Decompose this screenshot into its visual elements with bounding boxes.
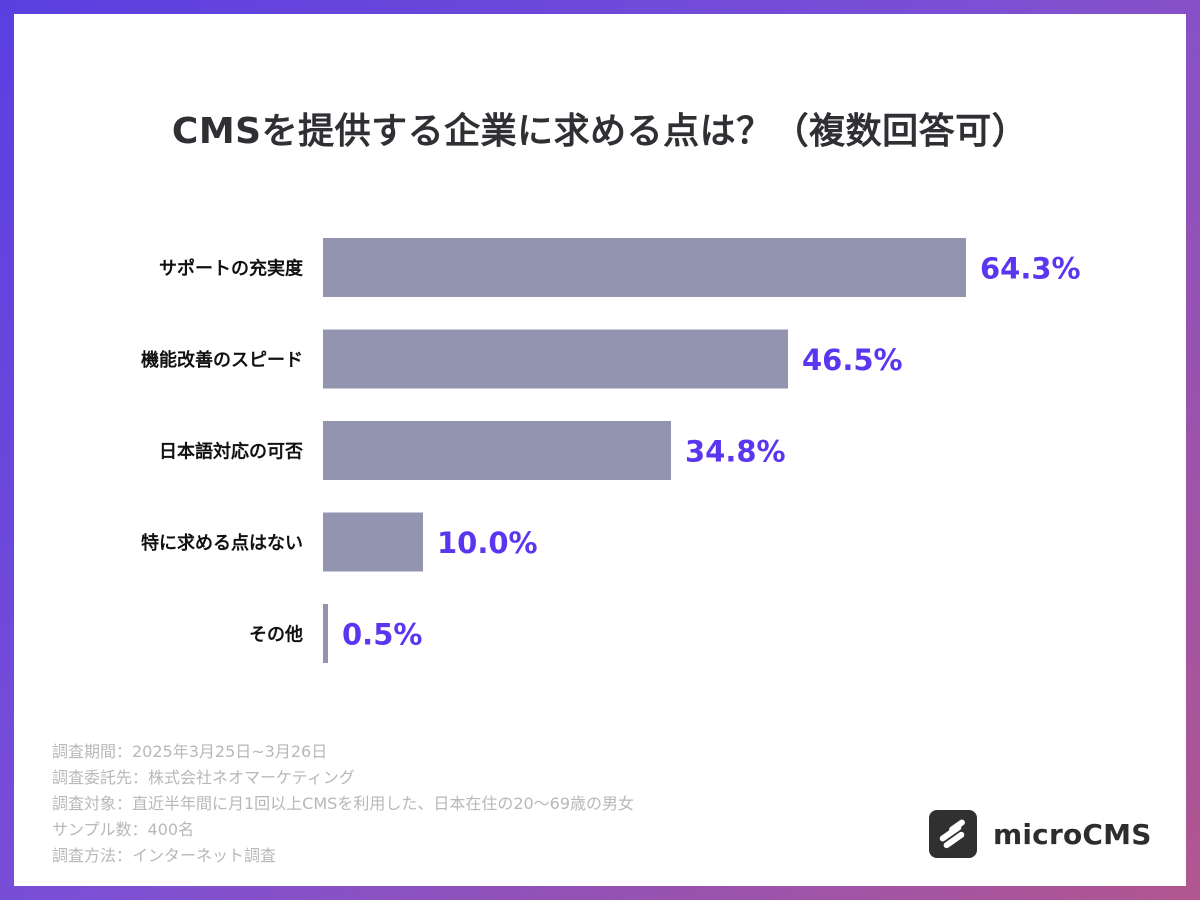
bar-4: [323, 604, 328, 663]
sample-size-note: サンプル数：400名: [52, 820, 195, 839]
survey-method-note: 調査方法：インターネット調査: [52, 846, 277, 865]
microcms-logo: microCMS: [929, 809, 1152, 859]
bar-0: [323, 238, 966, 297]
microcms-logo-icon: [929, 810, 977, 858]
microcms-mark-icon: [939, 819, 965, 849]
category-label-2: 日本語対応の可否: [159, 441, 303, 463]
bar-2: [323, 421, 671, 480]
chart-card: CMSを提供する企業に求める点は？（複数回答可） サポートの充実度 64.3% 機能…: [14, 14, 1186, 886]
category-label-1: 機能改善のスピード: [141, 349, 303, 371]
value-label-2: 34.8%: [685, 435, 786, 469]
category-label-3: 特に求める点はない: [141, 532, 303, 554]
survey-agency-note: 調査委託先：株式会社ネオマーケティング: [52, 768, 355, 787]
category-label-4: その他: [249, 624, 303, 646]
value-label-1: 46.5%: [802, 343, 903, 377]
value-label-4: 0.5%: [342, 618, 422, 652]
brand-name: microCMS: [993, 817, 1152, 851]
bar-chart: サポートの充実度 64.3% 機能改善のスピード 46.5% 日本語対応の可否 34.8%…: [141, 238, 1081, 663]
value-label-3: 10.0%: [437, 526, 538, 560]
survey-notes: 調査期間：2025年3月25日~3月26日 調査委託先：株式会社ネオマーケティン…: [52, 739, 634, 869]
bar-1: [323, 329, 788, 389]
bar-3: [323, 512, 423, 572]
survey-period-note: 調査期間：2025年3月25日~3月26日: [52, 742, 328, 761]
value-label-0: 64.3%: [980, 252, 1081, 286]
survey-target-note: 調査対象：直近半年間に月1回以上CMSを利用した、日本在住の20〜69歳の男女: [52, 794, 635, 813]
category-label-0: サポートの充実度: [159, 258, 304, 280]
chart-title: CMSを提供する企業に求める点は？（複数回答可）: [171, 111, 1029, 152]
